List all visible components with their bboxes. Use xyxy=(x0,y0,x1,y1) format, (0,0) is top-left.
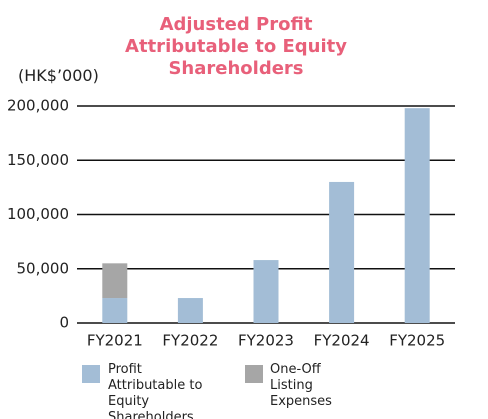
bar-segment xyxy=(404,108,430,323)
chart-title: Adjusted Profit Attributable to Equity S… xyxy=(125,14,347,79)
bar-segment xyxy=(177,298,203,323)
legend-swatch xyxy=(245,365,263,383)
legend-label: One-Off Listing Expenses xyxy=(270,362,332,409)
x-tick-label: FY2021 xyxy=(87,332,143,350)
bar-segment xyxy=(102,263,128,299)
y-tick-label: 200,000 xyxy=(7,97,69,115)
legend-swatch xyxy=(82,365,100,383)
x-tick-label: FY2023 xyxy=(238,332,294,350)
y-tick-label: 100,000 xyxy=(7,205,69,223)
bar-segment xyxy=(102,298,128,323)
bar-segment xyxy=(329,181,355,323)
y-tick-label: 0 xyxy=(59,314,69,332)
bar-segment xyxy=(253,260,279,323)
y-tick-label: 50,000 xyxy=(17,259,70,277)
legend-label: Profit Attributable to Equity Shareholde… xyxy=(108,362,203,419)
y-axis-label: (HK$’000) xyxy=(18,66,99,85)
y-tick-label: 150,000 xyxy=(7,151,69,169)
x-tick-label: FY2025 xyxy=(389,332,445,350)
x-tick-label: FY2024 xyxy=(314,332,370,350)
x-tick-label: FY2022 xyxy=(162,332,218,350)
